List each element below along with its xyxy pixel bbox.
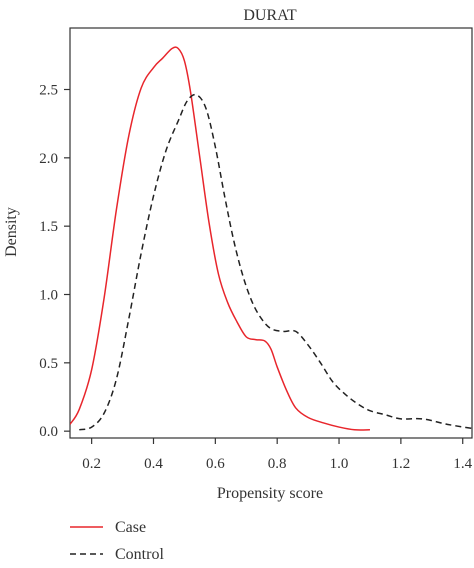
y-tick-label: 2.5 (39, 83, 58, 99)
series-line-control (79, 93, 472, 431)
x-tick-label: 0.4 (144, 456, 163, 472)
y-tick-label: 0.5 (39, 356, 58, 372)
legend-label-case: Case (115, 519, 146, 536)
legend: Case Control (70, 519, 164, 563)
plot-area (69, 27, 473, 439)
legend-label-control: Control (115, 546, 164, 563)
y-tick-label: 1.0 (39, 288, 58, 304)
x-tick-label: 1.2 (392, 456, 411, 472)
y-tick-label: 2.0 (39, 151, 58, 167)
y-axis: 0.0 0.5 1.0 1.5 2.0 2.5 (39, 83, 70, 440)
x-tick-label: 0.6 (206, 456, 225, 472)
series-line-case (70, 46, 370, 431)
x-tick-label: 0.2 (82, 456, 101, 472)
x-tick-label: 0.8 (268, 456, 287, 472)
y-tick-label: 0.0 (39, 424, 58, 440)
x-tick-label: 1.4 (453, 456, 472, 472)
x-tick-label: 1.0 (330, 456, 349, 472)
x-axis-label: Propensity score (217, 485, 323, 502)
plot-frame (69, 27, 473, 439)
y-tick-label: 1.5 (39, 219, 58, 235)
chart-title: DURAT (243, 7, 297, 24)
y-axis-label: Density (3, 207, 20, 257)
series-layer (70, 46, 472, 431)
x-axis: 0.2 0.4 0.6 0.8 1.0 1.2 1.4 (82, 438, 473, 472)
